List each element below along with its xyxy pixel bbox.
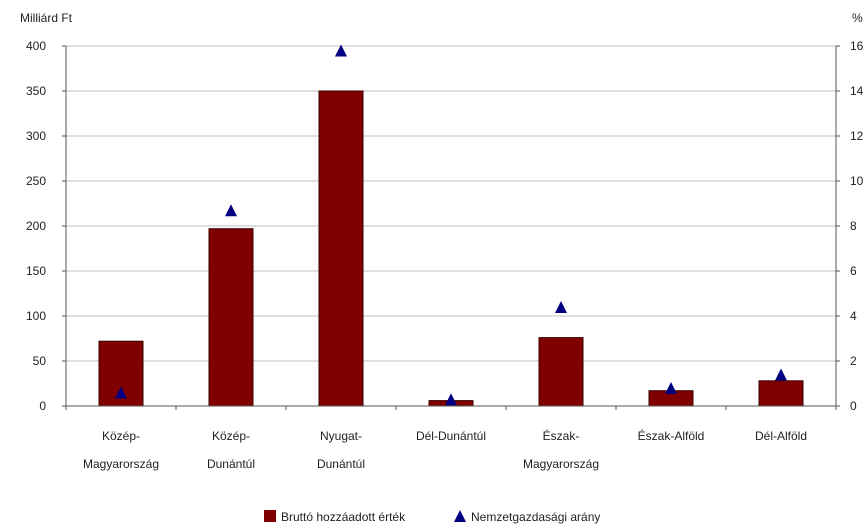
category-label: Magyarország: [83, 457, 159, 471]
axis-labels: 0 50 100 150 200 250 300 350 400 0 2 4 6 8 10 12 14 16 Köz…: [26, 39, 864, 471]
triangle-marker: [775, 368, 787, 381]
category-label: Magyarország: [523, 457, 599, 471]
axes: [62, 45, 840, 410]
triangle-marker: [115, 386, 127, 399]
right-axis-tick-label: 4: [850, 309, 857, 323]
left-axis-tick-label: 350: [26, 84, 46, 98]
legend-marker-label: Nemzetgazdasági arány: [471, 510, 600, 524]
category-label: Nyugat-: [320, 429, 362, 443]
triangle-marker: [225, 204, 237, 217]
legend-bar-swatch: [264, 510, 276, 522]
right-axis-tick-label: 6: [850, 264, 857, 278]
category-label: Észak-Alföld: [638, 428, 705, 443]
category-label: Közép-: [212, 429, 250, 443]
marker-series: [115, 44, 787, 406]
bar: [318, 90, 364, 407]
legend: Bruttó hozzáadott érték Nemzetgazdasági …: [264, 510, 600, 524]
category-label: Dunántúl: [317, 457, 365, 471]
left-axis-tick-label: 0: [39, 399, 46, 413]
left-axis-tick-label: 100: [26, 309, 46, 323]
right-axis-unit-label: %: [852, 11, 863, 25]
right-axis-tick-label: 8: [850, 219, 857, 233]
bar-series: [98, 90, 804, 407]
bar: [208, 228, 254, 407]
left-axis-tick-label: 300: [26, 129, 46, 143]
left-axis-tick-label: 200: [26, 219, 46, 233]
right-axis-tick-label: 14: [850, 84, 864, 98]
right-axis-tick-label: 10: [850, 174, 864, 188]
left-axis-tick-label: 150: [26, 264, 46, 278]
legend-bar-label: Bruttó hozzáadott érték: [281, 510, 406, 524]
triangle-marker: [555, 301, 567, 313]
category-label: Közép-: [102, 429, 140, 443]
triangle-marker: [335, 44, 347, 57]
left-axis-tick-label: 50: [33, 354, 47, 368]
left-axis-tick-label: 400: [26, 39, 46, 53]
category-label: Dél-Dunántúl: [416, 429, 486, 443]
category-label: Észak-: [543, 428, 580, 443]
category-label: Dél-Alföld: [755, 429, 807, 443]
category-label: Dunántúl: [207, 457, 255, 471]
triangle-marker: [665, 382, 677, 394]
bar: [538, 337, 584, 407]
left-axis-unit-label: Milliárd Ft: [20, 11, 73, 25]
gridlines: [66, 45, 836, 362]
left-axis-tick-label: 250: [26, 174, 46, 188]
right-axis-tick-label: 16: [850, 39, 864, 53]
right-axis-tick-label: 2: [850, 354, 857, 368]
right-axis-tick-label: 12: [850, 129, 864, 143]
bar: [758, 380, 804, 407]
right-axis-tick-label: 0: [850, 399, 857, 413]
legend-triangle-icon: [454, 510, 466, 522]
triangle-marker: [445, 393, 457, 406]
